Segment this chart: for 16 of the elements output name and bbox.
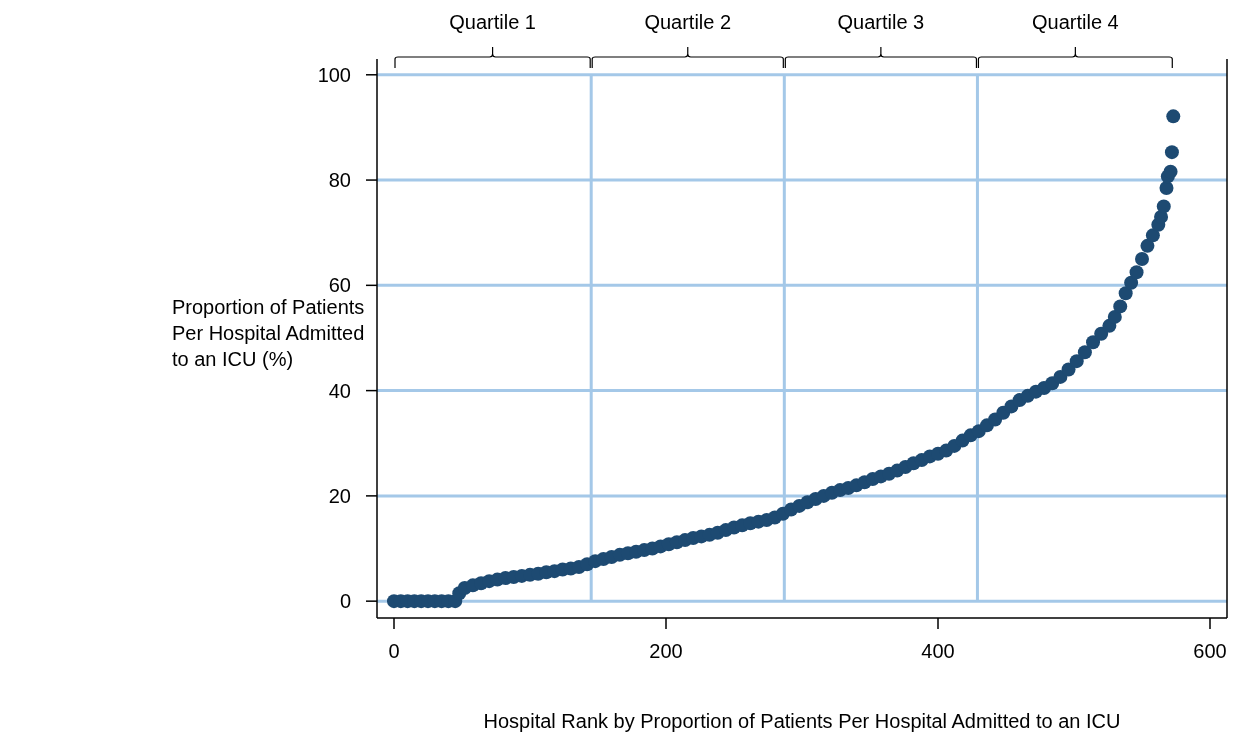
x-tick-label: 400 <box>921 640 955 662</box>
y-axis-title: Proportion of Patients Per Hospital Admitted to an ICU (%) <box>172 296 365 370</box>
y-tick-label: 80 <box>328 169 351 192</box>
y-tick-label: 40 <box>328 379 351 402</box>
x-tick-label: 200 <box>649 640 683 662</box>
x-axis-title: Hospital Rank by Proportion of Patients Per Hospital Admitted to an ICU <box>483 710 1121 732</box>
text: Quartile 1 <box>449 11 536 33</box>
x-tick-label: 600 <box>1193 640 1227 662</box>
y-tick-label: 60 <box>328 274 351 297</box>
text: Quartile 2 <box>644 11 732 33</box>
y-tick-label: 20 <box>328 484 351 507</box>
x-tick-label: 0 <box>388 640 400 662</box>
y-tick-label: 100 <box>317 63 351 86</box>
y-tick-label: 0 <box>339 590 351 613</box>
text: Quartile 3 <box>837 11 925 33</box>
text: Quartile 4 <box>1032 11 1119 33</box>
